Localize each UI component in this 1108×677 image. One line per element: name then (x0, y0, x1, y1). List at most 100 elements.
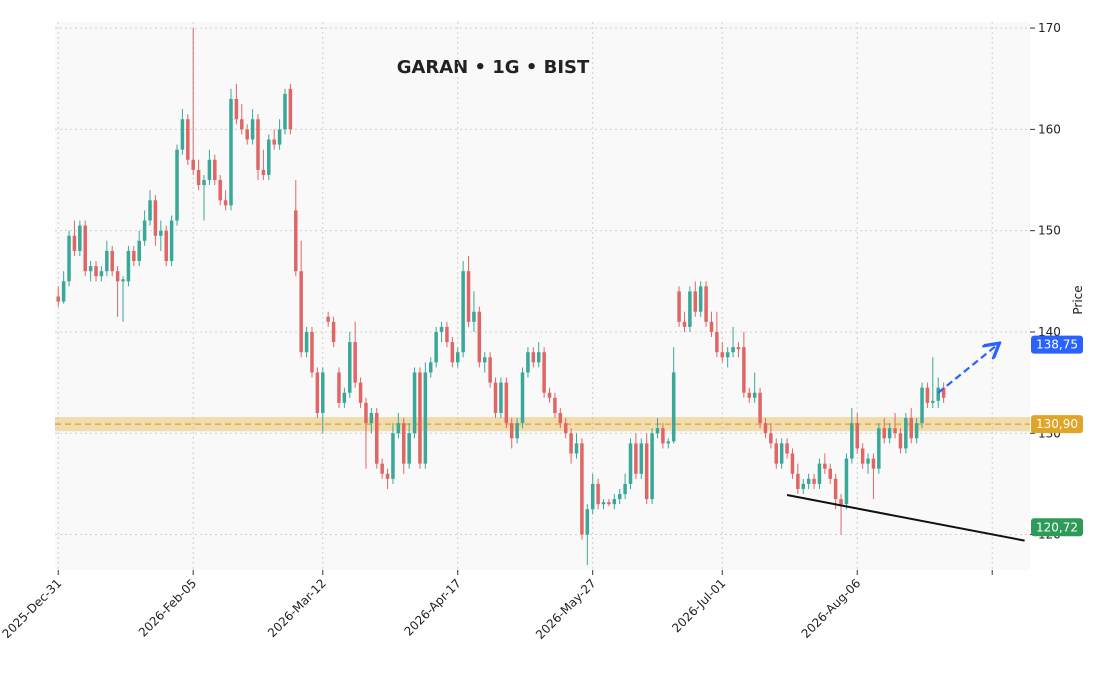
candle-body (644, 443, 649, 500)
x-tick-label: 2026-Jul-01 (669, 576, 728, 635)
candle-body (256, 119, 260, 170)
candle-body (796, 473, 800, 489)
candle-body (887, 428, 892, 439)
candle-body (639, 443, 644, 474)
chart-title: GARAN • 1G • BIST (397, 57, 590, 78)
candle-body (526, 352, 530, 373)
candle-body (283, 93, 287, 130)
plot-area (55, 22, 1030, 570)
candle-body (331, 321, 336, 343)
candle-body (159, 230, 163, 236)
candle-body (542, 352, 546, 393)
candle-body (72, 235, 77, 251)
candle-body (893, 428, 897, 434)
x-tick-label: 2026-Mar-12 (265, 576, 329, 640)
price-tag-label: 138,75 (1036, 338, 1078, 352)
candle-body (779, 443, 784, 464)
candle-body (747, 392, 752, 398)
candle-body (277, 129, 282, 145)
candle-body (623, 483, 627, 495)
candle-body (272, 139, 276, 145)
candle-body (531, 352, 536, 363)
candle-body (153, 200, 158, 236)
candle-body (925, 387, 930, 403)
candle-body (439, 326, 444, 332)
candle-body (671, 372, 676, 442)
candle-body (806, 478, 811, 484)
candle-body (877, 428, 881, 469)
candle-body (477, 311, 482, 363)
candle-body (294, 210, 298, 272)
candle-body (267, 139, 271, 175)
candle-body (288, 88, 293, 130)
candle-body (655, 428, 660, 434)
candle-body (412, 372, 417, 434)
candle-body (401, 423, 406, 464)
candle-body (348, 342, 352, 393)
candle-body (250, 119, 255, 140)
price-tag (1031, 518, 1083, 537)
candle-body (574, 443, 579, 454)
candle-body (245, 129, 249, 140)
candle-body (342, 392, 347, 403)
candle-body (196, 169, 201, 186)
candle-body (369, 412, 374, 424)
candle-body (823, 463, 827, 469)
candle-body (720, 352, 725, 358)
price-tag (1031, 335, 1083, 354)
candle-body (704, 286, 708, 322)
candle-body (666, 441, 671, 444)
candle-body (628, 443, 633, 484)
x-tick-label: 2025-Dec-31 (0, 576, 64, 641)
candle-body (321, 372, 325, 413)
candle-body (175, 149, 179, 221)
candle-body (67, 235, 71, 282)
candle-body (731, 347, 735, 353)
candle-body (860, 448, 865, 464)
candle-body (299, 271, 303, 353)
candle-body (693, 291, 698, 312)
candle-body (677, 291, 681, 322)
candle-body (218, 180, 222, 201)
candle-body (391, 433, 395, 479)
candle-body (353, 342, 357, 383)
candle-body (186, 119, 190, 160)
candle-body (461, 271, 465, 353)
candle-body (844, 458, 849, 505)
candle-body (688, 291, 692, 327)
candle-body (88, 266, 93, 272)
candle-body (304, 331, 309, 353)
candle-body (385, 473, 390, 479)
candle-body (920, 387, 924, 424)
candle-body (812, 478, 816, 484)
candle-body (758, 392, 762, 424)
candle-body (375, 412, 379, 464)
candle-body (164, 230, 168, 262)
y-tick-label: 150 (1038, 224, 1061, 238)
candle-body (110, 250, 114, 272)
candle-body (547, 392, 552, 398)
candle-body (261, 169, 266, 175)
candle-body (466, 271, 471, 322)
candle-body (509, 423, 514, 439)
x-tick-label: 2026-Aug-06 (799, 576, 864, 641)
candle-body (601, 502, 606, 505)
candle-body (99, 271, 104, 277)
candle-body (774, 443, 779, 464)
candle-body (482, 357, 487, 363)
candle-body (142, 220, 147, 241)
price-tag-label: 120,72 (1036, 520, 1078, 534)
y-tick-label: 160 (1038, 122, 1061, 136)
candle-body (617, 494, 622, 500)
candle-body (56, 296, 60, 302)
candle-body (83, 225, 87, 272)
candle-body (866, 458, 870, 464)
candle-body (698, 286, 703, 312)
candle-body (94, 266, 98, 277)
candle-body (855, 423, 859, 449)
candle-body (936, 387, 940, 401)
candle-body (364, 402, 368, 424)
candle-body (909, 418, 913, 439)
candle-body (790, 453, 795, 474)
